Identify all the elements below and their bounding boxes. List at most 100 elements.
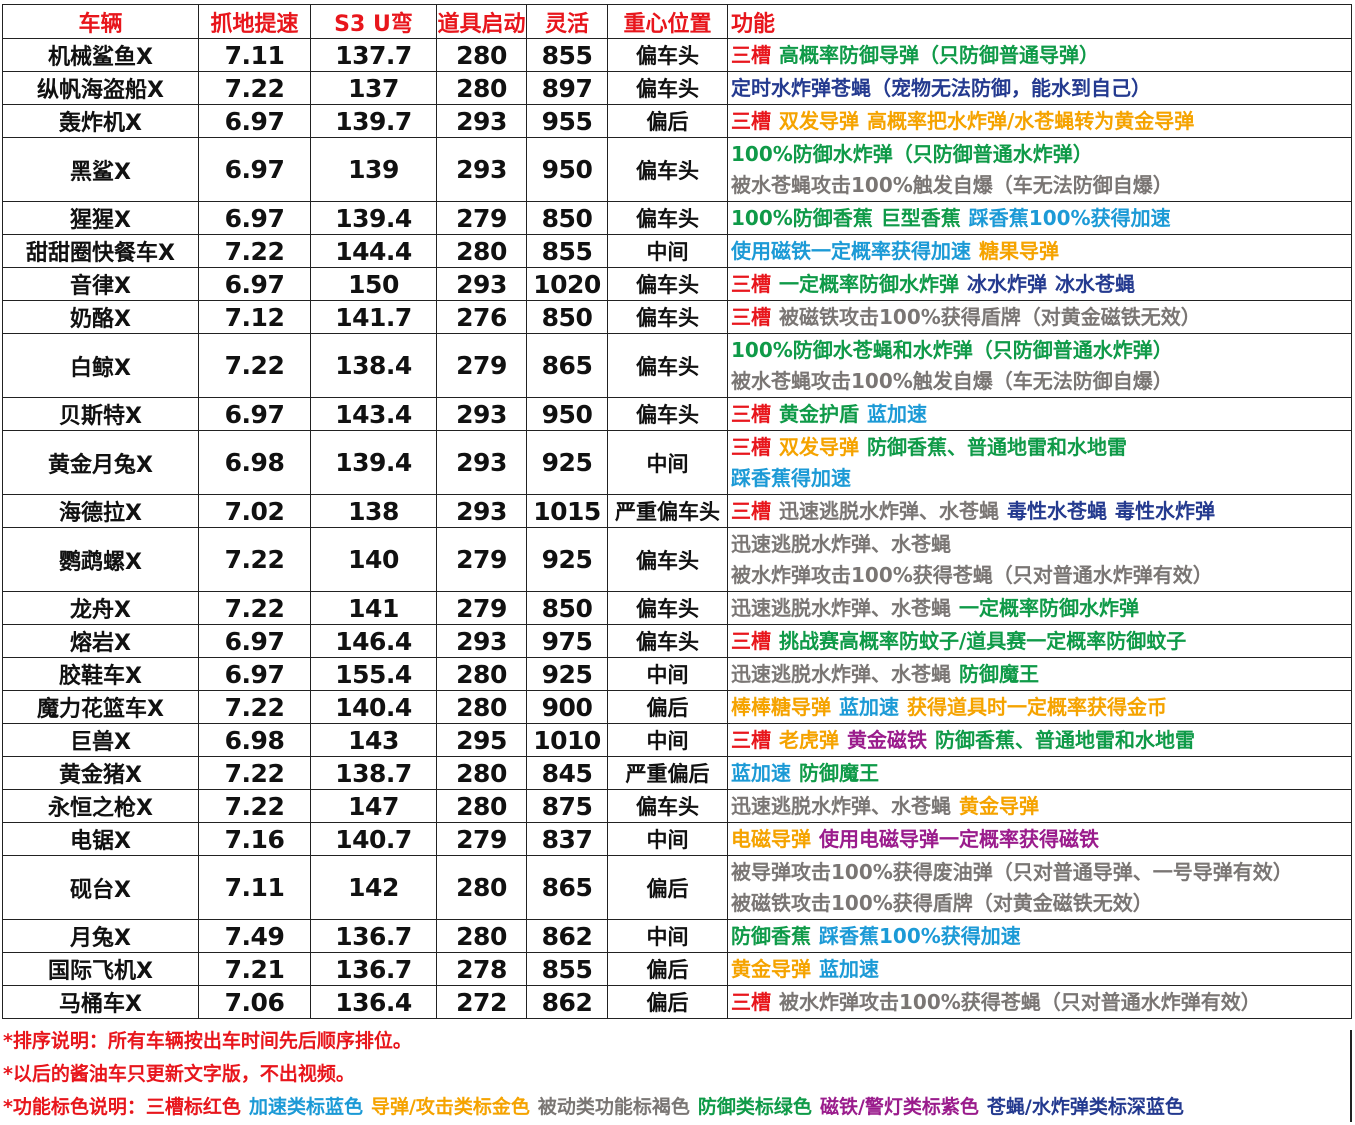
table-row: 黄金猪X 7.22 138.7 280 845 严重偏后 蓝加速 防御魔王 <box>2 756 1352 790</box>
uturn-value: 144.4 <box>310 234 437 268</box>
function-tag: 冰水苍蝇 <box>1055 271 1135 296</box>
agility-value: 925 <box>526 527 608 592</box>
table-row: 永恒之枪X 7.22 147 280 875 偏车头 迅速逃脱水炸弹、水苍蝇 黄金导弹 <box>2 789 1352 823</box>
function-line: 被导弹攻击100%获得废油弹（只对普通导弹、一号导弹有效） <box>731 857 1351 888</box>
agility-value: 1010 <box>526 723 608 757</box>
grip-speed-value: 7.21 <box>198 952 311 986</box>
function-tag: 三槽 <box>731 401 771 426</box>
item-start-value: 280 <box>436 756 527 790</box>
function-tag: 棒棒糖导弹 <box>731 694 831 719</box>
function-line: 防御香蕉 踩香蕉100%获得加速 <box>731 921 1351 952</box>
function-cell: 三槽 双发导弹 防御香蕉、普通地雷和水地雷 踩香蕉得加速 <box>727 430 1352 495</box>
table-row: 纵帆海盗船X 7.22 137 280 897 偏车头 定时水炸弹苍蝇（宠物无法防御，能水到… <box>2 71 1352 105</box>
function-tag: 被磁铁攻击100%获得盾牌（对黄金磁铁无效） <box>779 304 1201 329</box>
table-row: 猩猩X 6.97 139.4 279 850 偏车头 100%防御香蕉 巨型香蕉 踩香蕉100%… <box>2 201 1352 235</box>
grip-speed-value: 6.97 <box>198 201 311 235</box>
function-line: 100%防御水炸弹（只防御普通水炸弹） <box>731 139 1351 170</box>
function-tag: 迅速逃脱水炸弹、水苍蝇 <box>731 793 951 818</box>
grip-speed-value: 6.97 <box>198 397 311 431</box>
function-tag: 被水炸弹攻击100%获得苍蝇（只对普通水炸弹有效） <box>779 989 1261 1014</box>
function-line: 被水苍蝇攻击100%触发自爆（车无法防御自爆） <box>731 366 1351 397</box>
center-position-value: 偏后 <box>607 952 728 986</box>
agility-value: 862 <box>526 919 608 953</box>
center-position-value: 中间 <box>607 657 728 691</box>
function-cell: 三槽 双发导弹 高概率把水炸弹/水苍蝇转为黄金导弹 <box>727 104 1352 138</box>
agility-value: 862 <box>526 985 608 1019</box>
item-start-value: 280 <box>436 855 527 920</box>
center-position-value: 偏后 <box>607 855 728 920</box>
table-row: 龙舟X 7.22 141 279 850 偏车头 迅速逃脱水炸弹、水苍蝇 一定概率防御水炸弹 <box>2 591 1352 625</box>
car-name: 音律X <box>2 267 199 301</box>
function-line: 迅速逃脱水炸弹、水苍蝇 防御魔王 <box>731 659 1351 690</box>
car-stats-table: 车辆 抓地提速 S3 U弯 道具启动 灵活 重心位置 功能 机械鲨鱼X 7.11 1… <box>2 4 1352 1019</box>
table-row: 音律X 6.97 150 293 1020 偏车头 三槽 一定概率防御水炸弹 冰水炸弹 冰水苍蝇 <box>2 267 1352 301</box>
function-tag: 定时水炸弹苍蝇（宠物无法防御，能水到自己） <box>731 75 1151 100</box>
agility-value: 897 <box>526 71 608 105</box>
car-name: 海德拉X <box>2 494 199 528</box>
car-name: 轰炸机X <box>2 104 199 138</box>
function-tag: 100%防御水苍蝇和水炸弹（只防御普通水炸弹） <box>731 337 1173 362</box>
grip-speed-value: 6.97 <box>198 137 311 202</box>
center-position-value: 偏车头 <box>607 624 728 658</box>
car-name: 马桶车X <box>2 985 199 1019</box>
function-line: 定时水炸弹苍蝇（宠物无法防御，能水到自己） <box>731 73 1351 104</box>
function-tag: 防御香蕉、普通地雷和水地雷 <box>935 727 1195 752</box>
uturn-value: 138.4 <box>310 333 437 398</box>
car-name: 鹦鹉螺X <box>2 527 199 592</box>
function-tag: 黄金导弹 <box>731 956 811 981</box>
function-tag: 迅速逃脱水炸弹、水苍蝇 <box>731 531 951 556</box>
function-tag: 使用电磁导弹一定概率获得磁铁 <box>819 826 1099 851</box>
function-tag: 被水苍蝇攻击100%触发自爆（车无法防御自爆） <box>731 172 1173 197</box>
function-line: 迅速逃脱水炸弹、水苍蝇 一定概率防御水炸弹 <box>731 593 1351 624</box>
note-segment: *排序说明：所有车辆按出车时间先后顺序排位。 <box>3 1030 412 1052</box>
item-start-value: 279 <box>436 822 527 856</box>
item-start-value: 272 <box>436 985 527 1019</box>
table-row: 鹦鹉螺X 7.22 140 279 925 偏车头 迅速逃脱水炸弹、水苍蝇 被水炸弹攻击100… <box>2 527 1352 592</box>
item-start-value: 279 <box>436 591 527 625</box>
table-row: 魔力花篮车X 7.22 140.4 280 900 偏后 棒棒糖导弹 蓝加速 获得道具时一定概率… <box>2 690 1352 724</box>
center-position-value: 中间 <box>607 234 728 268</box>
item-start-value: 293 <box>436 430 527 495</box>
function-tag: 黄金导弹 <box>959 793 1039 818</box>
function-tag: 迅速逃脱水炸弹、水苍蝇 <box>731 595 951 620</box>
grip-speed-value: 6.97 <box>198 624 311 658</box>
center-position-value: 中间 <box>607 430 728 495</box>
function-line: 电磁导弹 使用电磁导弹一定概率获得磁铁 <box>731 824 1351 855</box>
function-tag: 老虎弹 <box>779 727 839 752</box>
function-cell: 迅速逃脱水炸弹、水苍蝇 黄金导弹 <box>727 789 1352 823</box>
grip-speed-value: 7.02 <box>198 494 311 528</box>
function-tag: 一定概率防御水炸弹 <box>959 595 1139 620</box>
agility-value: 850 <box>526 201 608 235</box>
function-tag: 高概率防御导弹（只防御普通导弹） <box>779 42 1099 67</box>
table-row: 电锯X 7.16 140.7 279 837 中间 电磁导弹 使用电磁导弹一定概率获得磁铁 <box>2 822 1352 856</box>
function-line: 三槽 黄金护盾 蓝加速 <box>731 399 1351 430</box>
agility-value: 925 <box>526 657 608 691</box>
agility-value: 950 <box>526 397 608 431</box>
function-cell: 100%防御水炸弹（只防御普通水炸弹） 被水苍蝇攻击100%触发自爆（车无法防御自… <box>727 137 1352 202</box>
item-start-value: 279 <box>436 527 527 592</box>
note-segment: 被动类功能标褐色 <box>537 1096 690 1118</box>
table-row: 黑鲨X 6.97 139 293 950 偏车头 100%防御水炸弹（只防御普通水炸弹） 被水… <box>2 137 1352 202</box>
function-line: 被水苍蝇攻击100%触发自爆（车无法防御自爆） <box>731 170 1351 201</box>
function-cell: 电磁导弹 使用电磁导弹一定概率获得磁铁 <box>727 822 1352 856</box>
function-tag: 蓝加速 <box>839 694 899 719</box>
function-cell: 三槽 黄金护盾 蓝加速 <box>727 397 1352 431</box>
uturn-value: 143 <box>310 723 437 757</box>
function-tag: 毒性水苍蝇 <box>1007 498 1107 523</box>
uturn-value: 138 <box>310 494 437 528</box>
function-line: 三槽 一定概率防御水炸弹 冰水炸弹 冰水苍蝇 <box>731 269 1351 300</box>
uturn-value: 140.7 <box>310 822 437 856</box>
uturn-value: 141 <box>310 591 437 625</box>
function-tag: 三槽 <box>731 628 771 653</box>
function-tag: 巨型香蕉 <box>880 205 961 230</box>
header-grip-speed: 抓地提速 <box>198 4 311 39</box>
agility-value: 925 <box>526 430 608 495</box>
function-tag: 被磁铁攻击100%获得盾牌（对黄金磁铁无效） <box>731 890 1153 915</box>
agility-value: 1020 <box>526 267 608 301</box>
header-function: 功能 <box>727 4 1352 39</box>
function-line: 100%防御香蕉 巨型香蕉 踩香蕉100%获得加速 <box>731 203 1351 234</box>
agility-value: 845 <box>526 756 608 790</box>
item-start-value: 293 <box>436 397 527 431</box>
note-segment: 防御类标绿色 <box>697 1096 812 1118</box>
center-position-value: 偏后 <box>607 985 728 1019</box>
